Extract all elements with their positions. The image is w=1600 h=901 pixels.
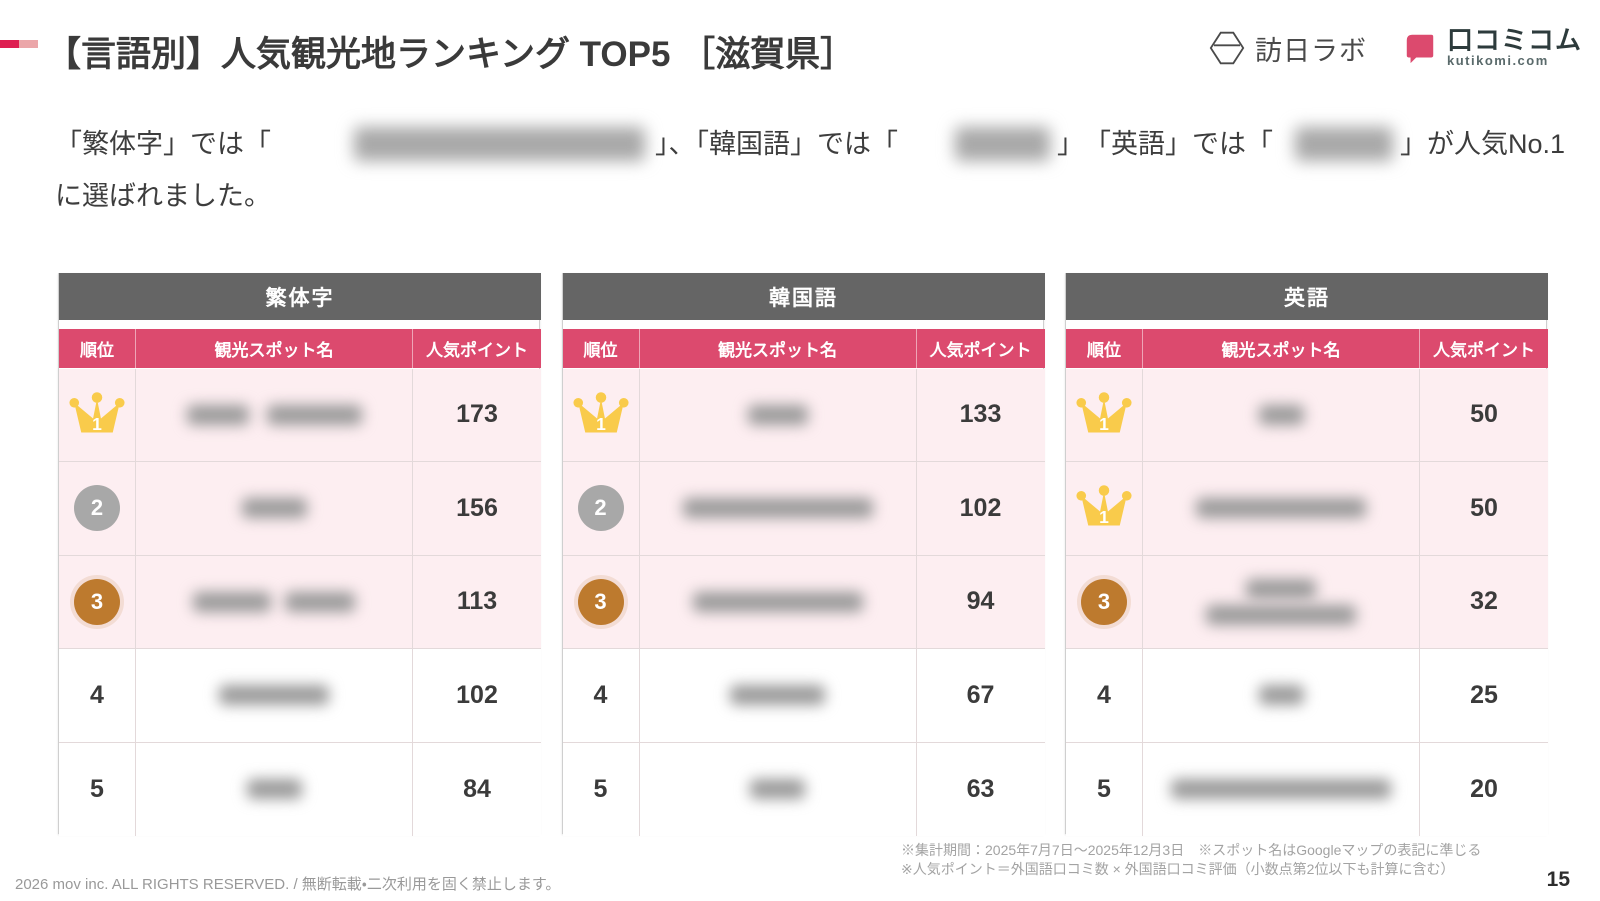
svg-text:1: 1 <box>596 414 606 434</box>
svg-text:1: 1 <box>1099 414 1109 434</box>
svg-text:1: 1 <box>92 414 102 434</box>
svg-text:1: 1 <box>1099 507 1109 527</box>
